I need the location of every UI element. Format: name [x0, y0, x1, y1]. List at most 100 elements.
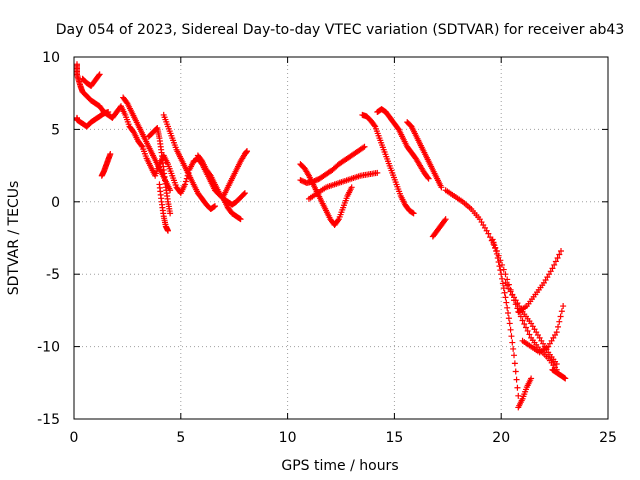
- data-point: [511, 352, 518, 359]
- axis-ticks: 0 5 10 15 20 25 -15 -10 -5 0 5 10: [37, 50, 617, 446]
- data-point: [490, 239, 497, 246]
- y-tick-label: 0: [51, 195, 60, 211]
- data-point: [438, 184, 445, 191]
- data-point: [153, 125, 160, 132]
- y-tick-label: -10: [37, 340, 60, 356]
- series-s2: [74, 109, 112, 130]
- series-s6: [145, 124, 174, 217]
- series-s12: [297, 143, 368, 186]
- x-tick-label: 25: [599, 430, 617, 446]
- data-point: [410, 210, 417, 217]
- data-point: [556, 251, 563, 258]
- x-tick-label: 20: [492, 430, 510, 446]
- data-point: [526, 331, 533, 338]
- data-point: [513, 376, 520, 383]
- series-s10: [220, 148, 251, 200]
- series-s9: [194, 152, 244, 223]
- x-tick-label: 10: [279, 430, 297, 446]
- data-point: [502, 294, 509, 301]
- data-point: [528, 375, 535, 382]
- chart-title: Day 054 of 2023, Sidereal Day-to-day VTE…: [56, 22, 625, 38]
- data-point: [549, 265, 556, 272]
- data-point: [182, 178, 189, 185]
- series-s14: [359, 111, 417, 217]
- data-point: [504, 304, 511, 311]
- series-s19: [489, 236, 522, 399]
- data-point: [553, 360, 560, 367]
- data-point: [500, 285, 507, 292]
- data-point: [555, 323, 562, 330]
- series-s16: [404, 119, 445, 191]
- data-point: [167, 210, 174, 217]
- data-point: [557, 313, 564, 320]
- series-s18: [442, 187, 560, 373]
- data-point: [241, 190, 248, 197]
- data-point: [491, 242, 498, 249]
- data-point: [374, 169, 381, 176]
- series-s23: [515, 375, 535, 411]
- x-tick-label: 5: [176, 430, 185, 446]
- data-point: [107, 151, 114, 158]
- data-point: [499, 275, 506, 282]
- data-point: [506, 320, 513, 327]
- data-point: [560, 303, 567, 310]
- series-s8: [160, 111, 218, 213]
- series-s15: [374, 106, 432, 182]
- data-point: [494, 254, 501, 261]
- data-point: [554, 254, 561, 261]
- data-point: [521, 321, 528, 328]
- y-tick-label: -15: [37, 412, 60, 428]
- data-point: [424, 174, 431, 181]
- series-s21: [515, 248, 565, 315]
- data-point: [237, 216, 244, 223]
- data-point: [510, 345, 517, 352]
- data-point: [522, 324, 529, 331]
- data-point: [105, 109, 112, 116]
- grid-lines: [74, 57, 608, 419]
- data-point: [504, 276, 511, 283]
- x-axis-label: GPS time / hours: [281, 458, 398, 474]
- data-point: [244, 148, 251, 155]
- series-s3: [79, 71, 103, 89]
- data-point: [441, 217, 448, 224]
- data-point: [552, 258, 559, 265]
- y-tick-label: 5: [51, 122, 60, 138]
- data-point: [517, 313, 524, 320]
- data-point: [514, 384, 521, 391]
- data-series: [74, 61, 569, 411]
- x-tick-label: 0: [70, 430, 79, 446]
- series-s11: [297, 161, 355, 228]
- data-point: [211, 203, 218, 210]
- data-point: [558, 308, 565, 315]
- series-s24: [549, 366, 569, 382]
- series-s7: [156, 181, 171, 234]
- data-point: [182, 181, 189, 188]
- data-point: [519, 317, 526, 324]
- data-point: [505, 315, 512, 322]
- series-s20: [502, 279, 560, 367]
- data-point: [509, 339, 516, 346]
- data-point: [241, 190, 248, 197]
- x-tick-label: 15: [385, 430, 403, 446]
- y-axis-label: SDTVAR / TECUs: [6, 181, 22, 296]
- data-point: [164, 227, 171, 234]
- data-point: [138, 142, 145, 149]
- data-point: [501, 289, 508, 296]
- data-point: [96, 71, 103, 78]
- series-s1: [74, 61, 248, 208]
- data-point: [489, 236, 496, 243]
- data-point: [515, 392, 522, 399]
- data-point: [485, 230, 492, 237]
- data-point: [371, 122, 378, 129]
- data-point: [360, 144, 367, 151]
- data-point: [95, 72, 102, 79]
- series-s22: [519, 303, 567, 356]
- plot-frame: [73, 56, 609, 420]
- y-tick-label: 10: [42, 50, 60, 66]
- data-point: [498, 271, 505, 278]
- data-point: [442, 216, 449, 223]
- series-s13: [305, 169, 381, 202]
- data-point: [492, 245, 499, 252]
- data-point: [505, 310, 512, 317]
